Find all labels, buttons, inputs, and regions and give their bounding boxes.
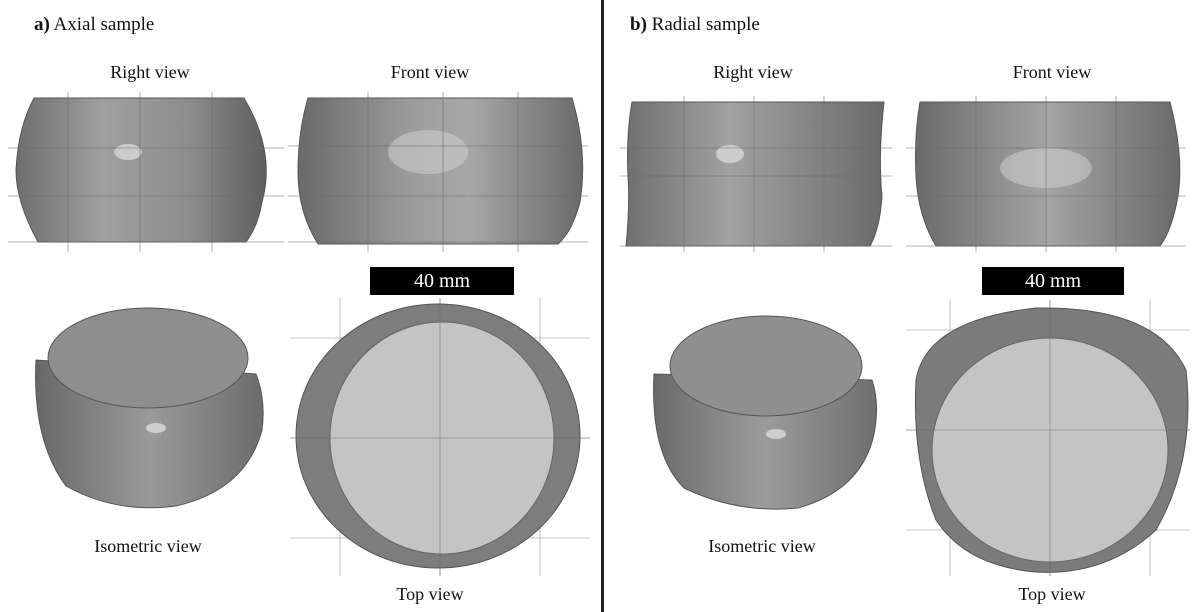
- panel-a-title-text: Axial sample: [53, 14, 155, 35]
- panel-a-right-view-label: Right view: [110, 62, 190, 82]
- panel-a-isometric-view-label: Isometric view: [94, 536, 202, 556]
- panel-b-right-view-image: [620, 96, 892, 252]
- panel-a-top-view-label: Top view: [396, 584, 464, 604]
- panel-b-front-view-label: Front view: [1012, 62, 1092, 82]
- panel-a-letter: a): [34, 14, 50, 35]
- panel-divider: [601, 0, 604, 612]
- panel-b-title-text: Radial sample: [651, 14, 760, 35]
- panel-b-title: b) Radial sample: [630, 14, 760, 36]
- panel-b-scale-bar: 40 mm: [982, 267, 1124, 295]
- panel-a-isometric-view-image: [35, 307, 264, 509]
- panel-b-top-view-label: Top view: [1018, 584, 1086, 604]
- panel-b-front-view-image: [906, 96, 1186, 252]
- panel-b-isometric-view-label: Isometric view: [708, 536, 816, 556]
- panel-a-front-view-label: Front view: [390, 62, 470, 82]
- panel-b-isometric-view-image: [653, 315, 878, 510]
- panel-b-letter: b): [630, 14, 647, 35]
- panel-a-title: a) Axial sample: [34, 14, 154, 36]
- panel-b-right-view-label: Right view: [713, 62, 793, 82]
- panel-a-scale-bar: 40 mm: [370, 267, 514, 295]
- panel-a-right-view-image: [8, 92, 284, 252]
- panel-a-front-view-image: [288, 92, 588, 252]
- panel-a-top-view-image: [290, 298, 590, 576]
- panel-b-top-view-image: [906, 300, 1190, 576]
